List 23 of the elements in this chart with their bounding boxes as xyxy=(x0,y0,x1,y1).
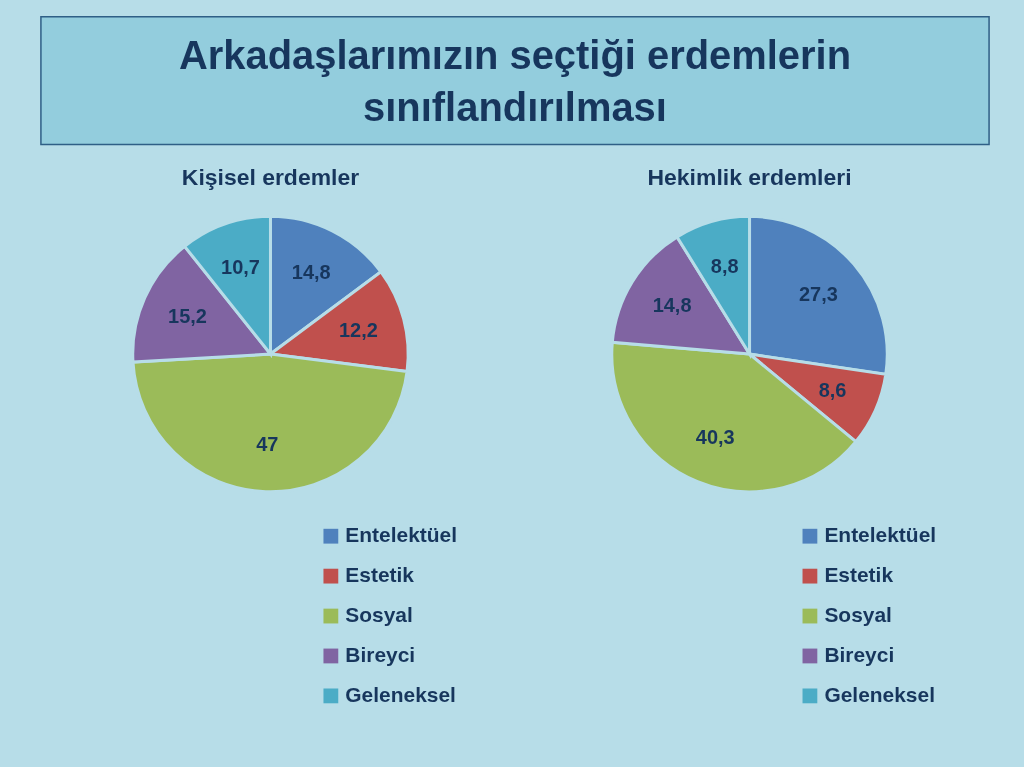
data-label: 40,3 xyxy=(695,426,735,449)
legend-label: Bireyci xyxy=(824,642,895,666)
data-label: 27,3 xyxy=(798,282,838,305)
legend-label: Estetik xyxy=(345,563,415,587)
chart-title: Kişisel erdemler xyxy=(181,164,360,191)
legend-label: Estetik xyxy=(824,563,894,587)
legend-label: Geleneksel xyxy=(345,682,456,706)
legend-label: Entelektüel xyxy=(824,523,937,547)
legend-label: Sosyal xyxy=(824,603,892,627)
data-label: 8,8 xyxy=(710,254,739,277)
legend-label: Sosyal xyxy=(345,603,413,627)
legend-label: Bireyci xyxy=(345,642,416,666)
legend-label: Geleneksel xyxy=(824,682,935,706)
legend-label: Entelektüel xyxy=(345,523,458,547)
data-label: 8,6 xyxy=(818,379,847,401)
data-label: 47 xyxy=(256,432,279,455)
data-label: 12,2 xyxy=(338,319,378,341)
data-label: 14,8 xyxy=(652,294,692,317)
text: Arkadaşlarımızın seçtiği erdemlerin sınıflandırılması xyxy=(178,32,852,129)
chart-title: Hekimlik erdemleri xyxy=(647,164,852,191)
data-label: 14,8 xyxy=(291,260,331,283)
data-label: 10,7 xyxy=(221,256,260,279)
data-label: 15,2 xyxy=(168,304,207,327)
